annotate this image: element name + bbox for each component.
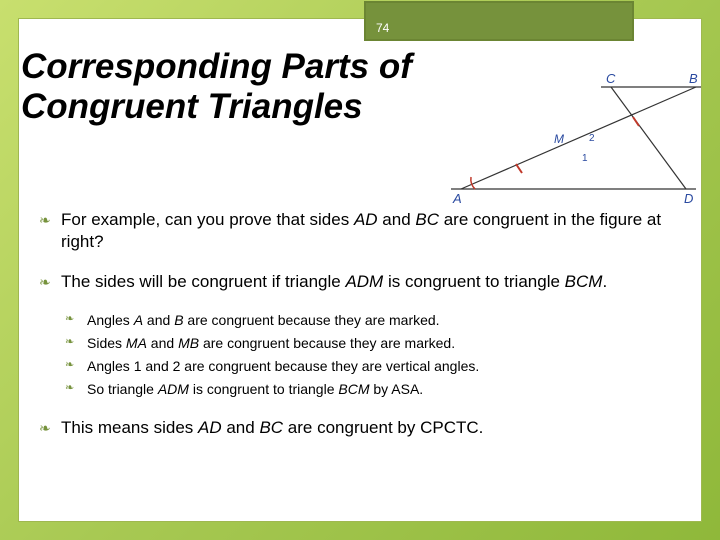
slide-title: Corresponding Parts of Congruent Triangl… (21, 47, 412, 128)
term: ADM (345, 272, 383, 291)
sub-bullet-1: Angles A and B are congruent because the… (39, 311, 681, 330)
term: BCM (565, 272, 603, 291)
term: BC (415, 210, 439, 229)
term: MA (126, 335, 147, 351)
bullet-2: The sides will be congruent if triangle … (39, 271, 681, 293)
text: and (378, 210, 416, 229)
text: So triangle (87, 381, 158, 397)
sub-bullet-2: Sides MA and MB are congruent because th… (39, 334, 681, 353)
term: B (174, 312, 183, 328)
label-d: D (684, 191, 693, 206)
term: ADM (158, 381, 189, 397)
geometry-diagram: A B C D M 1 2 (441, 69, 701, 209)
content-area: For example, can you prove that sides AD… (39, 209, 681, 457)
term: A (134, 312, 143, 328)
text: Angles (87, 312, 134, 328)
term: AD (198, 418, 222, 437)
text: are congruent because they are marked. (184, 312, 440, 328)
text: Angles 1 and 2 are congruent because the… (87, 358, 479, 374)
header-box: 74 (364, 1, 634, 41)
term: MB (178, 335, 199, 351)
label-2: 2 (589, 133, 595, 144)
text: and (222, 418, 260, 437)
tick-ma (516, 164, 522, 173)
text: . (602, 272, 607, 291)
page-number: 74 (376, 21, 389, 35)
title-line-1: Corresponding Parts of (21, 47, 412, 86)
label-c: C (606, 71, 616, 86)
sub-bullet-3: Angles 1 and 2 are congruent because the… (39, 357, 681, 376)
term: AD (354, 210, 378, 229)
label-m: M (554, 132, 564, 146)
tick-mb (633, 117, 639, 126)
text: Sides (87, 335, 126, 351)
title-line-2: Congruent Triangles (21, 87, 363, 126)
sub-bullet-group: Angles A and B are congruent because the… (39, 311, 681, 399)
term: BCM (338, 381, 369, 397)
text: This means sides (61, 418, 198, 437)
text: The sides will be congruent if triangle (61, 272, 345, 291)
text: and (147, 335, 178, 351)
label-b: B (689, 71, 698, 86)
text: are congruent by CPCTC. (283, 418, 483, 437)
label-a: A (452, 191, 462, 206)
line-cd (611, 87, 686, 189)
sub-bullet-4: So triangle ADM is congruent to triangle… (39, 380, 681, 399)
slide-frame: 74 Corresponding Parts of Congruent Tria… (18, 18, 702, 522)
label-1: 1 (582, 153, 588, 164)
text: is congruent to triangle (383, 272, 564, 291)
bullet-1: For example, can you prove that sides AD… (39, 209, 681, 253)
text: For example, can you prove that sides (61, 210, 354, 229)
line-ab (461, 87, 696, 189)
term: BC (259, 418, 283, 437)
text: are congruent because they are marked. (199, 335, 455, 351)
text: and (143, 312, 174, 328)
text: is congruent to triangle (189, 381, 338, 397)
text: by ASA. (370, 381, 424, 397)
bullet-3: This means sides AD and BC are congruent… (39, 417, 681, 439)
